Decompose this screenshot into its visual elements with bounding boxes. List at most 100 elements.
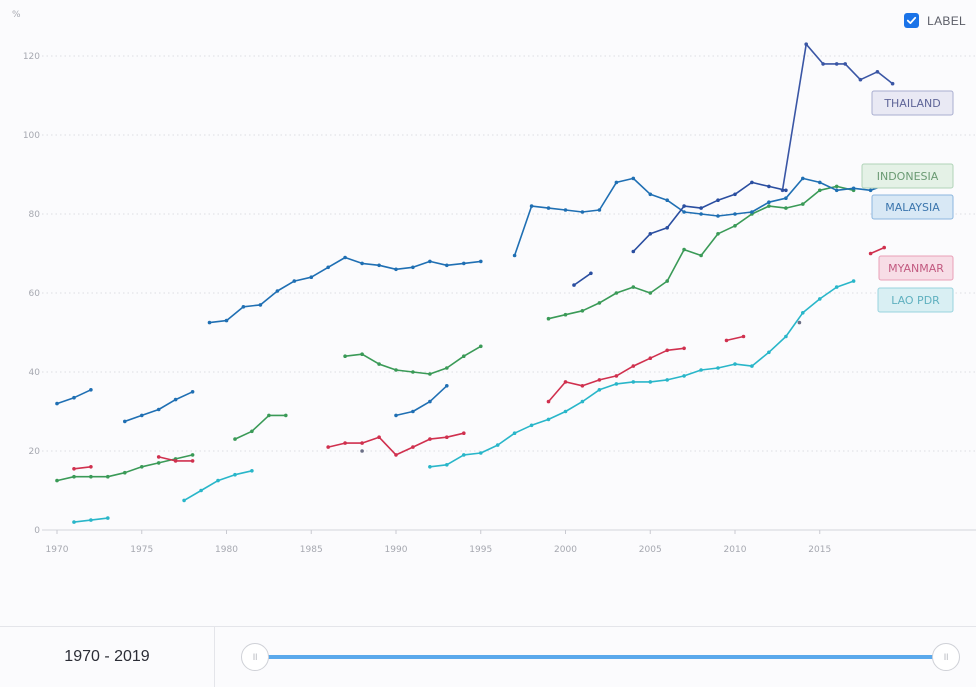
data-point-myanmar[interactable]	[580, 384, 585, 388]
data-point-malaysia[interactable]	[326, 265, 331, 270]
data-point-indonesia[interactable]	[648, 291, 653, 295]
data-point-malaysia[interactable]	[309, 275, 314, 280]
data-point-malaysia[interactable]	[411, 265, 415, 270]
data-point-thailand[interactable]	[834, 62, 839, 66]
data-point-malaysia[interactable]	[411, 409, 415, 414]
data-point-indonesia[interactable]	[462, 354, 466, 359]
data-point-lao-pdr[interactable]	[512, 431, 517, 436]
data-point-malaysia[interactable]	[868, 188, 873, 193]
data-point-malaysia[interactable]	[834, 188, 839, 193]
data-point-myanmar[interactable]	[326, 445, 331, 449]
data-point-malaysia[interactable]	[462, 261, 466, 266]
data-point-unlabeled[interactable]	[360, 449, 364, 453]
data-point-indonesia[interactable]	[55, 478, 59, 483]
data-point-lao-pdr[interactable]	[233, 472, 237, 477]
data-point-indonesia[interactable]	[250, 429, 254, 434]
data-point-malaysia[interactable]	[394, 413, 398, 418]
data-point-myanmar[interactable]	[411, 445, 415, 449]
label-toggle[interactable]: LABEL	[904, 13, 966, 28]
data-point-indonesia[interactable]	[233, 437, 237, 441]
data-point-unlabeled[interactable]	[797, 320, 802, 325]
data-point-malaysia[interactable]	[784, 196, 788, 200]
data-point-indonesia[interactable]	[784, 206, 788, 210]
data-point-myanmar[interactable]	[724, 338, 729, 343]
data-point-lao-pdr[interactable]	[462, 453, 466, 457]
data-point-myanmar[interactable]	[868, 251, 873, 256]
data-point-lao-pdr[interactable]	[750, 364, 754, 368]
series-line-indonesia[interactable]	[547, 185, 855, 320]
data-point-vietnam[interactable]	[784, 188, 788, 193]
series-line-indonesia[interactable]	[344, 345, 482, 375]
data-point-vietnam[interactable]	[572, 283, 576, 287]
data-point-myanmar[interactable]	[173, 459, 178, 463]
data-point-lao-pdr[interactable]	[818, 297, 822, 301]
series-line-myanmar[interactable]	[725, 335, 745, 342]
data-point-myanmar[interactable]	[360, 441, 364, 445]
data-point-malaysia[interactable]	[445, 384, 449, 388]
data-point-indonesia[interactable]	[580, 309, 585, 313]
data-point-thailand[interactable]	[821, 62, 825, 66]
data-point-lao-pdr[interactable]	[106, 516, 110, 520]
data-point-indonesia[interactable]	[699, 253, 703, 258]
data-point-indonesia[interactable]	[411, 370, 415, 374]
data-point-myanmar[interactable]	[89, 465, 93, 469]
data-point-indonesia[interactable]	[360, 352, 364, 357]
data-point-lao-pdr[interactable]	[631, 380, 636, 384]
series-line-malaysia[interactable]	[513, 177, 889, 257]
data-point-myanmar[interactable]	[72, 467, 76, 471]
series-line-indonesia[interactable]	[234, 414, 287, 440]
series-line-vietnam[interactable]	[573, 272, 592, 286]
data-point-myanmar[interactable]	[648, 356, 653, 361]
data-point-malaysia[interactable]	[360, 261, 364, 266]
data-point-indonesia[interactable]	[767, 204, 771, 208]
data-point-thailand[interactable]	[843, 62, 847, 66]
data-point-thailand[interactable]	[858, 77, 863, 82]
data-point-thailand[interactable]	[875, 70, 880, 74]
data-point-vietnam[interactable]	[716, 198, 720, 202]
data-point-lao-pdr[interactable]	[199, 488, 203, 493]
data-point-indonesia[interactable]	[479, 344, 483, 349]
data-point-indonesia[interactable]	[156, 461, 161, 465]
data-point-myanmar[interactable]	[614, 374, 619, 378]
data-point-malaysia[interactable]	[767, 200, 771, 204]
data-point-indonesia[interactable]	[597, 301, 602, 305]
series-line-malaysia[interactable]	[208, 256, 482, 324]
data-point-lao-pdr[interactable]	[801, 311, 805, 315]
data-point-vietnam[interactable]	[733, 192, 737, 197]
data-point-malaysia[interactable]	[140, 413, 144, 418]
data-point-lao-pdr[interactable]	[580, 399, 585, 404]
data-point-vietnam[interactable]	[648, 232, 653, 236]
data-point-indonesia[interactable]	[818, 188, 822, 193]
data-point-malaysia[interactable]	[173, 397, 178, 402]
data-point-myanmar[interactable]	[428, 437, 432, 441]
slider-start-handle[interactable]: Il	[241, 643, 269, 671]
data-point-indonesia[interactable]	[716, 232, 720, 236]
data-point-indonesia[interactable]	[834, 184, 839, 189]
data-point-myanmar[interactable]	[741, 334, 746, 339]
data-point-malaysia[interactable]	[275, 289, 280, 293]
data-point-lao-pdr[interactable]	[733, 362, 737, 366]
data-point-malaysia[interactable]	[648, 192, 653, 197]
data-point-indonesia[interactable]	[267, 413, 271, 418]
data-point-lao-pdr[interactable]	[665, 378, 669, 382]
data-point-lao-pdr[interactable]	[546, 417, 551, 422]
data-point-lao-pdr[interactable]	[784, 334, 788, 339]
data-point-malaysia[interactable]	[614, 180, 619, 185]
series-line-myanmar[interactable]	[327, 432, 465, 456]
data-point-myanmar[interactable]	[394, 453, 398, 457]
series-line-lao-pdr[interactable]	[183, 470, 253, 502]
data-point-lao-pdr[interactable]	[182, 498, 186, 503]
data-point-lao-pdr[interactable]	[699, 368, 703, 372]
data-point-malaysia[interactable]	[546, 206, 551, 210]
data-point-lao-pdr[interactable]	[250, 469, 254, 473]
data-point-indonesia[interactable]	[665, 279, 669, 283]
series-line-vietnam[interactable]	[632, 181, 787, 253]
data-point-indonesia[interactable]	[801, 202, 805, 206]
data-point-myanmar[interactable]	[546, 399, 551, 404]
data-point-myanmar[interactable]	[882, 245, 886, 250]
data-point-thailand[interactable]	[890, 81, 895, 86]
data-point-myanmar[interactable]	[156, 455, 161, 459]
data-point-myanmar[interactable]	[445, 435, 449, 440]
data-point-malaysia[interactable]	[445, 263, 449, 268]
data-point-malaysia[interactable]	[665, 198, 669, 202]
